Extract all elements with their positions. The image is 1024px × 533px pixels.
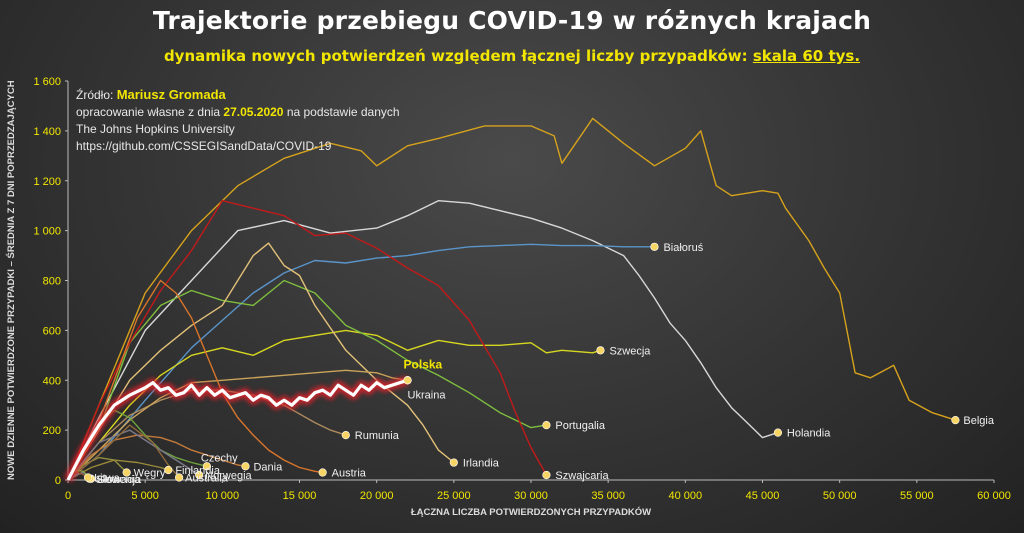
series-marker-norwegia [195, 470, 204, 480]
series-line-belgia [67, 117, 956, 481]
series-label-irlandia: Irlandia [463, 458, 500, 470]
x-tick-label: 40 000 [669, 490, 703, 502]
source-line-4: https://github.com/CSSEGISandData/COVID-… [76, 139, 332, 153]
source-line-1: Źródło: Mariusz Gromada [76, 86, 400, 104]
source-line-3: The Johns Hopkins University [76, 122, 235, 136]
series-line-ukraina [67, 369, 408, 481]
series-label-szwecja: Szwecja [609, 345, 651, 357]
series-marker-austria [318, 468, 327, 477]
subtitle-text: dynamika nowych potwierdzeń względem łąc… [163, 47, 753, 65]
series-line-bialorus [67, 243, 655, 481]
source-author: Mariusz Gromada [116, 87, 226, 102]
series-label-polska: Polska [404, 357, 443, 371]
series-label-litwa: Litwa [94, 473, 121, 485]
series-label-portugalia: Portugalia [555, 420, 605, 432]
series-marker-polska [403, 376, 412, 385]
x-tick-label: 10 000 [206, 490, 240, 502]
series-line-irlandia [67, 242, 455, 481]
series-marker-szwajcaria [542, 470, 551, 480]
series-marker-irlandia [449, 458, 458, 467]
x-tick-label: 60 000 [977, 490, 1011, 502]
x-tick-label: 15 000 [283, 490, 317, 502]
axes: 0 200 400 600 800 1 000 1 200 1 400 1 600 0 5 000 1… [33, 76, 1010, 502]
series-line-finlandia [67, 459, 169, 481]
series-marker-portugalia [542, 421, 551, 430]
series-marker-bialorus [650, 242, 659, 251]
chart-title: Trajektorie przebiegu COVID-19 w różnych… [152, 6, 872, 35]
y-tick-label: 200 [43, 425, 61, 437]
series-line-dania [67, 434, 246, 481]
series-lines [63, 117, 956, 483]
series-line-szwecja [67, 329, 601, 481]
series-marker-belgia [951, 416, 960, 425]
y-tick-label: 0 [55, 475, 61, 487]
series-label-slowenia: Słowenia [96, 474, 142, 486]
series-line-austria [67, 279, 323, 481]
series-line-holandia [67, 199, 779, 481]
series-label-ukraina: Ukraina [408, 389, 447, 401]
y-tick-label: 600 [43, 325, 61, 337]
series-marker-holandia [773, 428, 783, 437]
x-tick-label: 30 000 [514, 490, 548, 502]
series-marker-szwecja [596, 346, 605, 355]
series-marker-rumunia [341, 431, 350, 440]
series-marker-australia [175, 473, 184, 482]
y-tick-label: 1 200 [33, 176, 61, 188]
source-line-2: opracowanie własne z dnia 27.05.2020 na … [76, 104, 400, 121]
x-tick-label: 50 000 [823, 490, 857, 502]
series-marker-litwa [83, 473, 93, 482]
series-label-bialorus: Białoruś [663, 242, 703, 254]
series-labels: Belgia Holandia Białoruś Szwecja Portugalia S… [94, 242, 995, 486]
chart-subtitle: dynamika nowych potwierdzeń względem łąc… [0, 47, 1024, 65]
series-label-wegry: Węgry [134, 468, 166, 480]
series-label-rumunia: Rumunia [355, 430, 400, 442]
series-label-dania: Dania [253, 461, 283, 473]
y-tick-label: 800 [43, 276, 61, 288]
series-label-austria: Austria [332, 468, 367, 480]
y-axis-label: NOWE DZIENNE POTWIERDZONE PRZYPADKI – ŚR… [6, 80, 17, 480]
series-line-szwajcaria [67, 199, 548, 481]
series-label-finlandia: Finlandia [175, 465, 221, 477]
series-label-holandia: Holandia [787, 428, 831, 440]
series-line-polska [66, 378, 408, 481]
x-tick-label: 20 000 [360, 490, 394, 502]
source-box: Źródło: Mariusz Gromada opracowanie włas… [76, 86, 400, 155]
series-marker-finlandia [164, 465, 173, 475]
y-tick-label: 1 000 [33, 226, 61, 238]
source-label: Źródło: [76, 88, 117, 102]
x-tick-label: 35 000 [591, 490, 625, 502]
y-tick-label: 1 600 [33, 76, 61, 88]
source-date: 27.05.2020 [223, 105, 284, 119]
x-tick-label: 55 000 [900, 490, 934, 502]
x-axis-label: ŁĄCZNA LICZBA POTWIERDZONYCH PRZYPADKÓW [410, 507, 652, 518]
x-tick-label: 25 000 [437, 490, 471, 502]
y-tick-label: 1 400 [33, 126, 61, 138]
series-marker-czechy [202, 462, 211, 471]
source-line2-pre: opracowanie własne z dnia [76, 105, 224, 119]
x-tick-label: 45 000 [746, 490, 780, 502]
series-label-szwajcaria: Szwajcaria [555, 470, 609, 482]
series-markers [83, 242, 960, 483]
source-line2-post: na podstawie danych [283, 105, 400, 119]
x-tick-label: 0 [65, 490, 71, 502]
series-line-portugalia [67, 279, 547, 481]
series-label-australia: Australia [185, 473, 229, 485]
series-line-norwegia [67, 429, 200, 481]
series-label-belgia: Belgia [963, 415, 994, 427]
series-marker-dania [241, 462, 250, 471]
subtitle-scale: skala 60 tys. [752, 47, 861, 65]
y-tick-label: 400 [43, 375, 61, 387]
series-label-czechy: Czechy [201, 452, 238, 464]
series-marker-wegry [122, 468, 131, 477]
x-tick-label: 5 000 [131, 490, 159, 502]
series-label-norwegia: Norwegia [205, 470, 252, 482]
series-label-slowacja: Słowacja [97, 474, 142, 486]
